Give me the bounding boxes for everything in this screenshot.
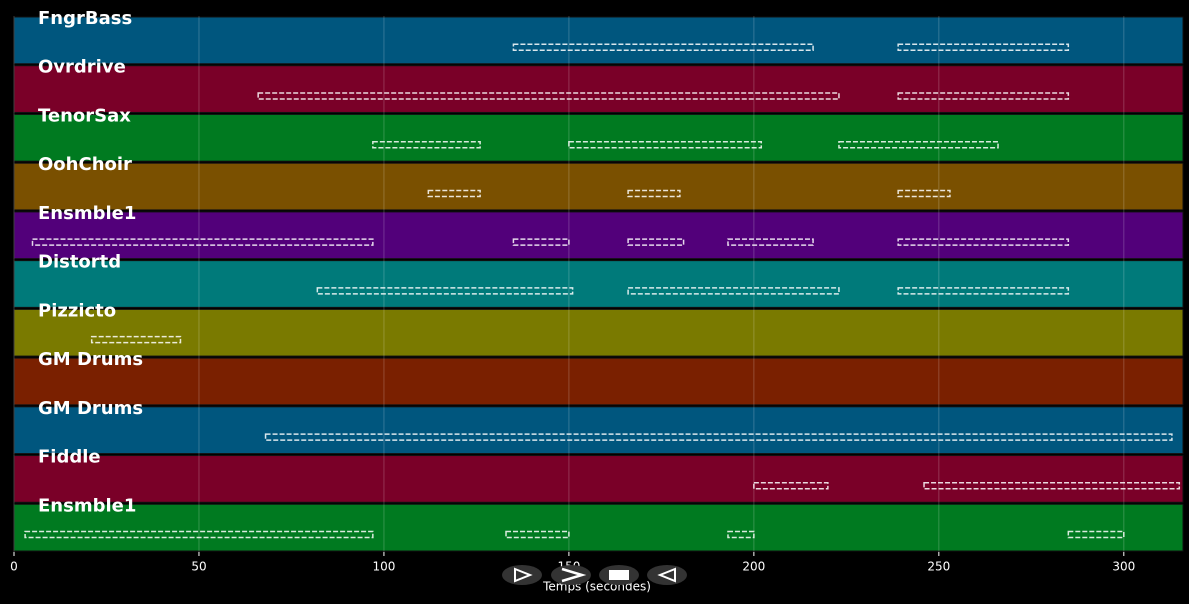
track-lane — [13, 503, 1184, 552]
note-block — [316, 287, 574, 295]
track-label: TenorSax — [38, 105, 131, 126]
track-label: Ensmble1 — [38, 203, 136, 224]
x-tick-label: 300 — [1112, 560, 1135, 574]
note-block — [257, 92, 840, 100]
note-block — [923, 482, 1181, 490]
note-block — [838, 140, 999, 149]
track-label: Pizzicto — [38, 300, 116, 321]
note-block — [264, 433, 1173, 441]
note-block — [31, 238, 374, 246]
note-block — [512, 43, 814, 52]
note-block — [897, 43, 1070, 52]
track-lane — [13, 406, 1184, 455]
forward-icon — [561, 567, 587, 583]
tracks: FngrBass Ovrdrive TenorSax OohChoir Ensmble1… — [10, 8, 1184, 574]
track-lane — [13, 357, 1184, 406]
note-block — [727, 238, 814, 246]
track-lane — [13, 455, 1184, 503]
note-block — [372, 140, 481, 149]
x-tick-label: 50 — [191, 560, 206, 574]
track-label: GM Drums — [38, 398, 143, 419]
track-label: GM Drums — [38, 349, 143, 370]
track-lane — [13, 308, 1184, 357]
track-label: Ensmble1 — [38, 495, 136, 516]
play-icon — [514, 567, 533, 583]
note-block — [568, 140, 763, 149]
note-block — [1067, 530, 1125, 539]
track-lane — [13, 113, 1184, 162]
stop-icon — [609, 570, 629, 580]
back-icon — [657, 567, 676, 583]
play-button[interactable] — [502, 565, 542, 585]
track-lane — [13, 65, 1184, 113]
x-tick-label: 100 — [372, 560, 395, 574]
note-block — [627, 189, 681, 198]
track-label: Distortd — [38, 252, 121, 273]
track-label: FngrBass — [38, 8, 132, 29]
note-block — [897, 287, 1070, 295]
track-label: OohChoir — [38, 154, 132, 175]
note-block — [505, 530, 570, 539]
track-lane — [13, 211, 1184, 260]
note-block — [727, 530, 755, 539]
note-block — [897, 189, 951, 198]
note-block — [627, 287, 840, 295]
x-tick-label: 250 — [927, 560, 950, 574]
track-lane — [13, 16, 1184, 65]
note-block — [427, 189, 481, 198]
note-block — [897, 92, 1070, 100]
note-block — [24, 530, 374, 539]
track-label: Ovrdrive — [38, 57, 126, 78]
note-block — [627, 238, 685, 246]
transport-controls — [502, 565, 687, 585]
track-label: Fiddle — [38, 447, 101, 468]
x-tick-label: 200 — [742, 560, 765, 574]
note-block — [897, 238, 1070, 246]
note-block — [90, 335, 182, 344]
track-lane — [13, 260, 1184, 308]
x-tick-label: 0 — [10, 560, 18, 574]
back-button[interactable] — [647, 565, 687, 585]
track-lane — [13, 162, 1184, 211]
forward-button[interactable] — [551, 565, 591, 585]
note-block — [512, 238, 570, 246]
note-block — [753, 482, 829, 490]
